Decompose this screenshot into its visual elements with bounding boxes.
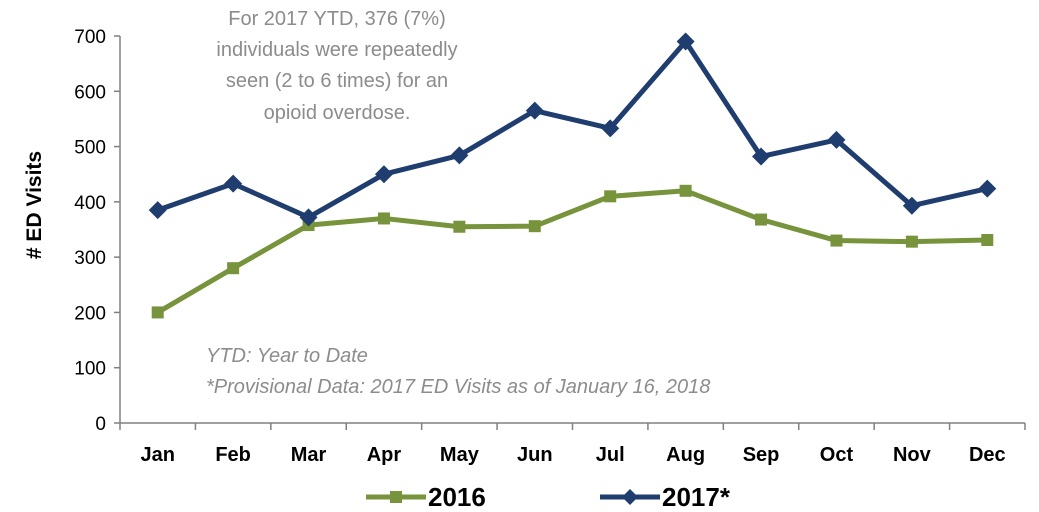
y-tick-label: 100 [74, 359, 106, 380]
legend-label-2017: 2017* [662, 482, 731, 512]
top-annotation: For 2017 YTD, 376 (7%) individuals were … [216, 8, 457, 124]
y-tick-label: 300 [74, 248, 106, 269]
data-point-2017-mar [299, 208, 318, 227]
legend: 2016 2017* [366, 482, 731, 512]
top-note-line-4: opioid overdose. [264, 102, 411, 124]
data-point-2016-feb [227, 262, 240, 275]
legend-marker-2016 [390, 491, 402, 503]
x-tick-label: Sep [743, 444, 780, 466]
data-point-2016-apr [377, 212, 390, 225]
data-point-2016-may [453, 220, 466, 233]
data-point-2017-apr [374, 165, 393, 184]
data-point-2016-sep [755, 213, 768, 226]
y-tick-label: 700 [74, 27, 106, 48]
data-point-2016-oct [830, 234, 843, 247]
x-tick-label: Apr [367, 444, 402, 466]
y-tick-label: 600 [74, 82, 106, 103]
data-point-2016-jun [528, 220, 541, 233]
data-point-2017-jan [148, 201, 167, 220]
x-tick-label: Aug [666, 444, 705, 466]
x-tick-label: Mar [291, 444, 327, 466]
x-tick-label: Oct [820, 444, 854, 466]
y-axis-label: # ED Visits [23, 151, 46, 259]
series-2017 [148, 32, 997, 227]
data-point-2017-aug [676, 32, 695, 51]
bottom-note-line-1: YTD: Year to Date [206, 345, 368, 367]
data-point-2017-jun [525, 101, 544, 120]
data-point-2017-may [450, 146, 469, 165]
data-point-2016-nov [905, 235, 918, 248]
y-tick-label: 500 [74, 138, 106, 159]
series-2016 [151, 184, 994, 319]
data-point-2016-jul [604, 190, 617, 203]
x-ticks: Jan Feb Mar Apr May Jun Jul Aug Sep Oct Nov Dec [119, 423, 1026, 466]
top-note-line-2: individuals were repeatedly [216, 39, 457, 61]
series-group [148, 32, 997, 319]
series-line-2017 [156, 39, 988, 220]
x-tick-label: Feb [215, 444, 251, 466]
data-point-2016-aug [679, 184, 692, 197]
y-tick-label: 0 [95, 414, 106, 435]
data-point-2017-sep [752, 147, 771, 166]
data-point-2016-dec [981, 234, 994, 247]
legend-marker-2017 [622, 489, 638, 505]
x-tick-label: Jul [596, 444, 625, 466]
x-tick-label: May [440, 444, 480, 466]
top-note-line-3: seen (2 to 6 times) for an [226, 70, 448, 92]
legend-label-2016: 2016 [428, 482, 486, 512]
bottom-annotation: YTD: Year to Date *Provisional Data: 201… [206, 345, 710, 398]
top-note-line-1: For 2017 YTD, 376 (7%) [228, 8, 446, 30]
y-tick-label: 200 [74, 303, 106, 324]
bottom-note-line-2: *Provisional Data: 2017 ED Visits as of … [206, 376, 710, 398]
x-tick-label: Nov [893, 444, 932, 466]
data-point-2017-oct [827, 130, 846, 149]
x-tick-label: Dec [969, 444, 1006, 466]
series-line-2016 [156, 188, 988, 315]
x-tick-label: Jan [140, 444, 174, 466]
data-point-2017-feb [224, 174, 243, 193]
data-point-2017-jul [601, 119, 620, 138]
y-ticks: 0 100 200 300 400 500 600 700 [74, 27, 120, 435]
legend-item-2017: 2017* [600, 482, 731, 512]
data-point-2017-nov [902, 196, 921, 215]
legend-item-2016: 2016 [366, 482, 486, 512]
data-point-2016-jan [151, 306, 164, 319]
y-tick-label: 400 [74, 193, 106, 214]
x-tick-label: Jun [517, 444, 553, 466]
data-point-2017-dec [978, 179, 997, 198]
